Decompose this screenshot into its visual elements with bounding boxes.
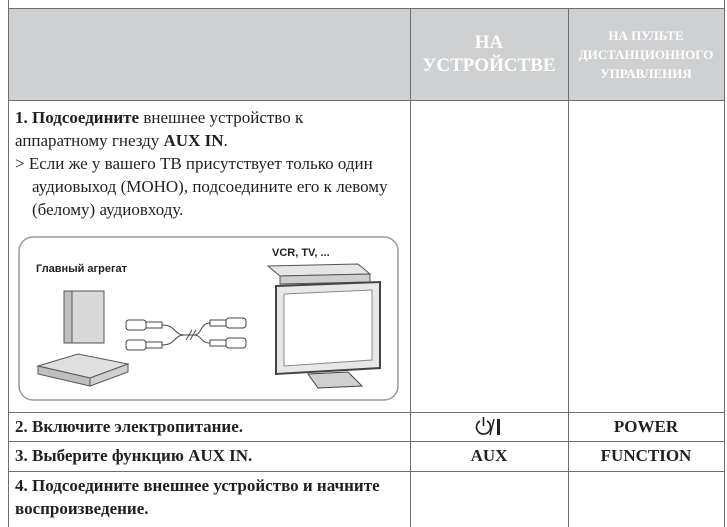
border xyxy=(724,0,725,527)
tv-stand xyxy=(307,371,364,389)
cable xyxy=(125,317,247,351)
border xyxy=(8,8,724,9)
header-band xyxy=(8,8,724,100)
border xyxy=(410,8,411,527)
border xyxy=(8,0,9,527)
instruction-part: . xyxy=(223,131,228,150)
border xyxy=(8,412,724,413)
instruction: 1. Подсоедините внешнее устройство к апп… xyxy=(9,100,410,221)
column-header: НА ПУЛЬТЕ ДИСТАНЦИОННОГО УПРАВЛЕНИЯ xyxy=(578,27,714,81)
tv-screen xyxy=(283,289,373,367)
column-header: НА УСТРОЙСТВЕ xyxy=(422,32,556,76)
instruction: 4. Подсоедините внешнее устройство и нач… xyxy=(15,476,380,518)
instruction-part: 1. Подсоедините xyxy=(15,108,140,127)
remote-button: POWER xyxy=(613,416,679,436)
border xyxy=(8,441,724,442)
instruction: 2. Включите электропитание. xyxy=(15,417,244,436)
figure-label: VCR, TV, ... xyxy=(272,247,330,259)
connection-figure: Главный агрегат VCR, TV, ... xyxy=(18,236,399,401)
speaker xyxy=(63,290,73,344)
main-unit xyxy=(89,363,129,387)
figure-label: Главный агрегат xyxy=(36,263,128,275)
device-button: AUX xyxy=(470,446,508,465)
instruction: 3. Выберите функцию AUX IN. xyxy=(15,446,253,465)
note: > Если же у вашего ТВ присутствует тольк… xyxy=(15,154,388,219)
power-icon xyxy=(475,417,500,436)
remote-button: FUNCTION xyxy=(600,446,692,465)
border xyxy=(568,8,569,527)
instruction-part: внешнее устройство к аппаратному гнезду xyxy=(15,108,304,150)
instruction-part: AUX IN xyxy=(163,131,224,150)
border xyxy=(8,471,724,472)
border xyxy=(8,100,724,101)
